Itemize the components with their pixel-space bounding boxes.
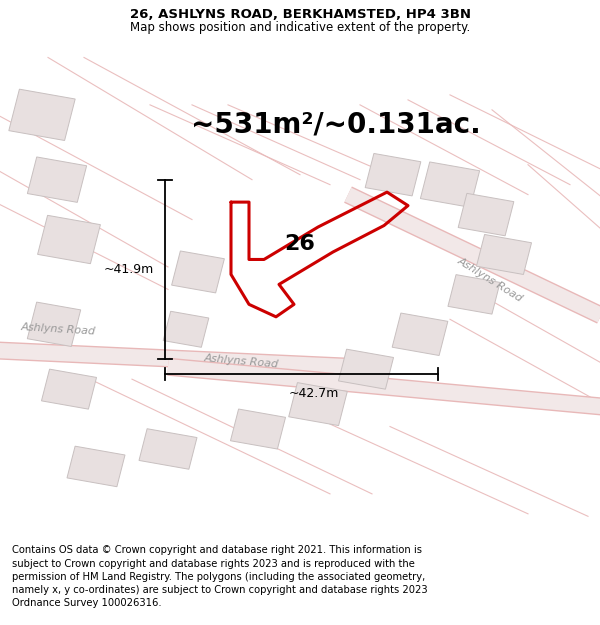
Polygon shape	[9, 89, 75, 141]
Text: Map shows position and indicative extent of the property.: Map shows position and indicative extent…	[130, 21, 470, 34]
Polygon shape	[458, 193, 514, 236]
Text: 26: 26	[284, 234, 316, 254]
Polygon shape	[172, 251, 224, 293]
Polygon shape	[139, 429, 197, 469]
Polygon shape	[421, 162, 479, 208]
Polygon shape	[365, 154, 421, 196]
Polygon shape	[67, 446, 125, 487]
Text: ~531m²/~0.131ac.: ~531m²/~0.131ac.	[191, 111, 481, 139]
Text: ~42.7m: ~42.7m	[289, 387, 338, 399]
Text: Ashlyns Road: Ashlyns Road	[21, 322, 97, 337]
Polygon shape	[476, 234, 532, 274]
Polygon shape	[289, 382, 347, 426]
Polygon shape	[28, 157, 86, 202]
Polygon shape	[392, 313, 448, 356]
Polygon shape	[38, 216, 100, 264]
Polygon shape	[163, 311, 209, 348]
Polygon shape	[41, 369, 97, 409]
Polygon shape	[448, 274, 500, 314]
Text: Contains OS data © Crown copyright and database right 2021. This information is
: Contains OS data © Crown copyright and d…	[12, 546, 428, 608]
Polygon shape	[230, 409, 286, 449]
Polygon shape	[338, 349, 394, 389]
Text: Ashlyns Road: Ashlyns Road	[204, 354, 280, 370]
Text: Ashlyns Road: Ashlyns Road	[456, 256, 525, 304]
Text: ~41.9m: ~41.9m	[104, 263, 154, 276]
Polygon shape	[28, 302, 80, 346]
Text: 26, ASHLYNS ROAD, BERKHAMSTED, HP4 3BN: 26, ASHLYNS ROAD, BERKHAMSTED, HP4 3BN	[130, 8, 470, 21]
